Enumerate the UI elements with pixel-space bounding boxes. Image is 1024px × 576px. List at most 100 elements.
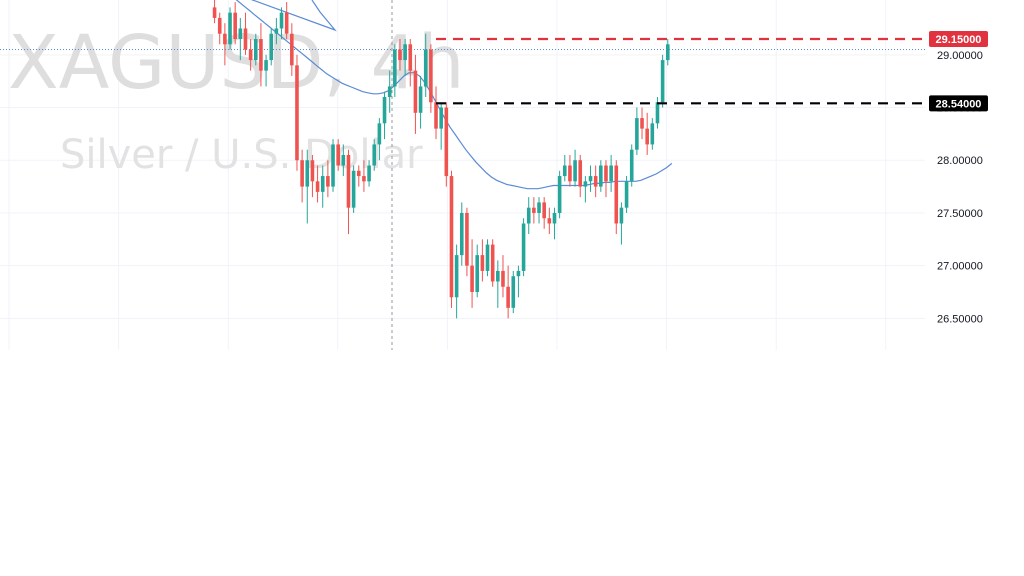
candle-body bbox=[377, 123, 382, 145]
candle-body bbox=[387, 86, 392, 97]
candle bbox=[552, 207, 557, 240]
candle-body bbox=[650, 123, 655, 145]
price-chart[interactable]: XAGUSD, 4h Silver / U.S. Dollar 29.00000… bbox=[0, 0, 1024, 350]
candle-body bbox=[501, 270, 505, 287]
candle bbox=[320, 165, 325, 208]
candle bbox=[506, 265, 510, 319]
price-axis[interactable]: 29.0000028.5000028.0000027.5000027.00000… bbox=[929, 31, 988, 325]
candle bbox=[449, 170, 454, 308]
candle-body bbox=[665, 44, 670, 61]
candle bbox=[331, 139, 335, 192]
candle-body bbox=[423, 49, 428, 87]
candle bbox=[398, 39, 402, 71]
candle bbox=[655, 96, 660, 129]
candle-body bbox=[295, 65, 299, 161]
candle-body bbox=[599, 165, 603, 187]
candle-body bbox=[382, 96, 387, 124]
candle-body bbox=[326, 176, 330, 187]
candle bbox=[418, 75, 423, 129]
candle-body bbox=[217, 17, 222, 34]
watermark-description: Silver / U.S. Dollar bbox=[60, 132, 423, 178]
candle bbox=[274, 17, 279, 45]
candle bbox=[212, 0, 217, 24]
candle bbox=[609, 154, 613, 192]
candle-body bbox=[264, 60, 268, 71]
candle bbox=[243, 12, 248, 55]
candle bbox=[459, 202, 464, 266]
candle bbox=[367, 160, 371, 187]
candle-body bbox=[485, 244, 490, 271]
candle-body bbox=[429, 49, 433, 103]
candle bbox=[387, 70, 392, 113]
candle bbox=[284, 2, 289, 40]
candle bbox=[217, 12, 222, 45]
candle-body bbox=[253, 39, 258, 61]
candle bbox=[475, 244, 480, 298]
candle bbox=[593, 165, 598, 198]
candle-body bbox=[310, 160, 315, 182]
candle bbox=[269, 28, 274, 66]
candle bbox=[238, 17, 243, 61]
candle-body bbox=[459, 212, 464, 256]
candle bbox=[434, 86, 438, 140]
candle bbox=[573, 149, 577, 187]
candle-body bbox=[593, 176, 598, 187]
candle-body bbox=[233, 12, 237, 40]
candle-body bbox=[660, 60, 665, 103]
price-tick-label: 27.50000 bbox=[937, 208, 983, 220]
candle bbox=[326, 160, 330, 198]
candle bbox=[223, 23, 227, 66]
candle bbox=[233, 2, 237, 45]
candle-body bbox=[588, 176, 593, 182]
candle bbox=[300, 149, 304, 203]
candle bbox=[408, 39, 413, 87]
candle-body bbox=[521, 223, 526, 271]
candle bbox=[645, 112, 649, 155]
candle bbox=[511, 270, 516, 314]
candle-body bbox=[516, 270, 521, 277]
candle-body bbox=[223, 33, 227, 45]
candle-body bbox=[444, 107, 449, 177]
candle-body bbox=[609, 165, 613, 182]
candle bbox=[279, 7, 284, 40]
candle bbox=[305, 149, 310, 224]
candle-body bbox=[454, 255, 459, 298]
candle bbox=[470, 239, 474, 308]
price-tick-label: 27.00000 bbox=[937, 261, 983, 273]
candle-body bbox=[434, 102, 438, 129]
candle bbox=[290, 23, 294, 76]
candle-body bbox=[439, 107, 443, 129]
candle-body bbox=[552, 212, 557, 224]
candle bbox=[377, 118, 382, 161]
candle bbox=[429, 44, 433, 113]
candle-body bbox=[506, 286, 510, 308]
candle-body bbox=[284, 12, 289, 34]
candle bbox=[356, 165, 361, 187]
candle-body bbox=[341, 154, 346, 166]
candle-body bbox=[320, 176, 325, 192]
candle-body bbox=[336, 144, 340, 166]
candle-body bbox=[418, 86, 423, 113]
price-level-tag-bg bbox=[929, 31, 988, 48]
candle bbox=[295, 54, 299, 171]
candle-body bbox=[604, 165, 608, 182]
candle-body bbox=[526, 207, 531, 224]
candle-body bbox=[228, 12, 232, 45]
candle bbox=[640, 107, 644, 140]
price-tick-label: 29.00000 bbox=[937, 50, 983, 62]
candle bbox=[444, 102, 449, 187]
candle bbox=[346, 149, 351, 235]
price-level-tag: 28.54000 bbox=[929, 95, 988, 112]
candles bbox=[212, 0, 670, 319]
candle-body bbox=[475, 255, 480, 293]
candle bbox=[650, 118, 655, 150]
candle-body bbox=[465, 212, 469, 266]
candle-body bbox=[655, 102, 660, 124]
candle bbox=[614, 160, 619, 235]
candle bbox=[583, 176, 588, 203]
candle bbox=[253, 33, 258, 66]
candle bbox=[516, 265, 521, 298]
candle bbox=[496, 260, 500, 308]
candle bbox=[501, 255, 505, 298]
candle-body bbox=[331, 144, 335, 187]
